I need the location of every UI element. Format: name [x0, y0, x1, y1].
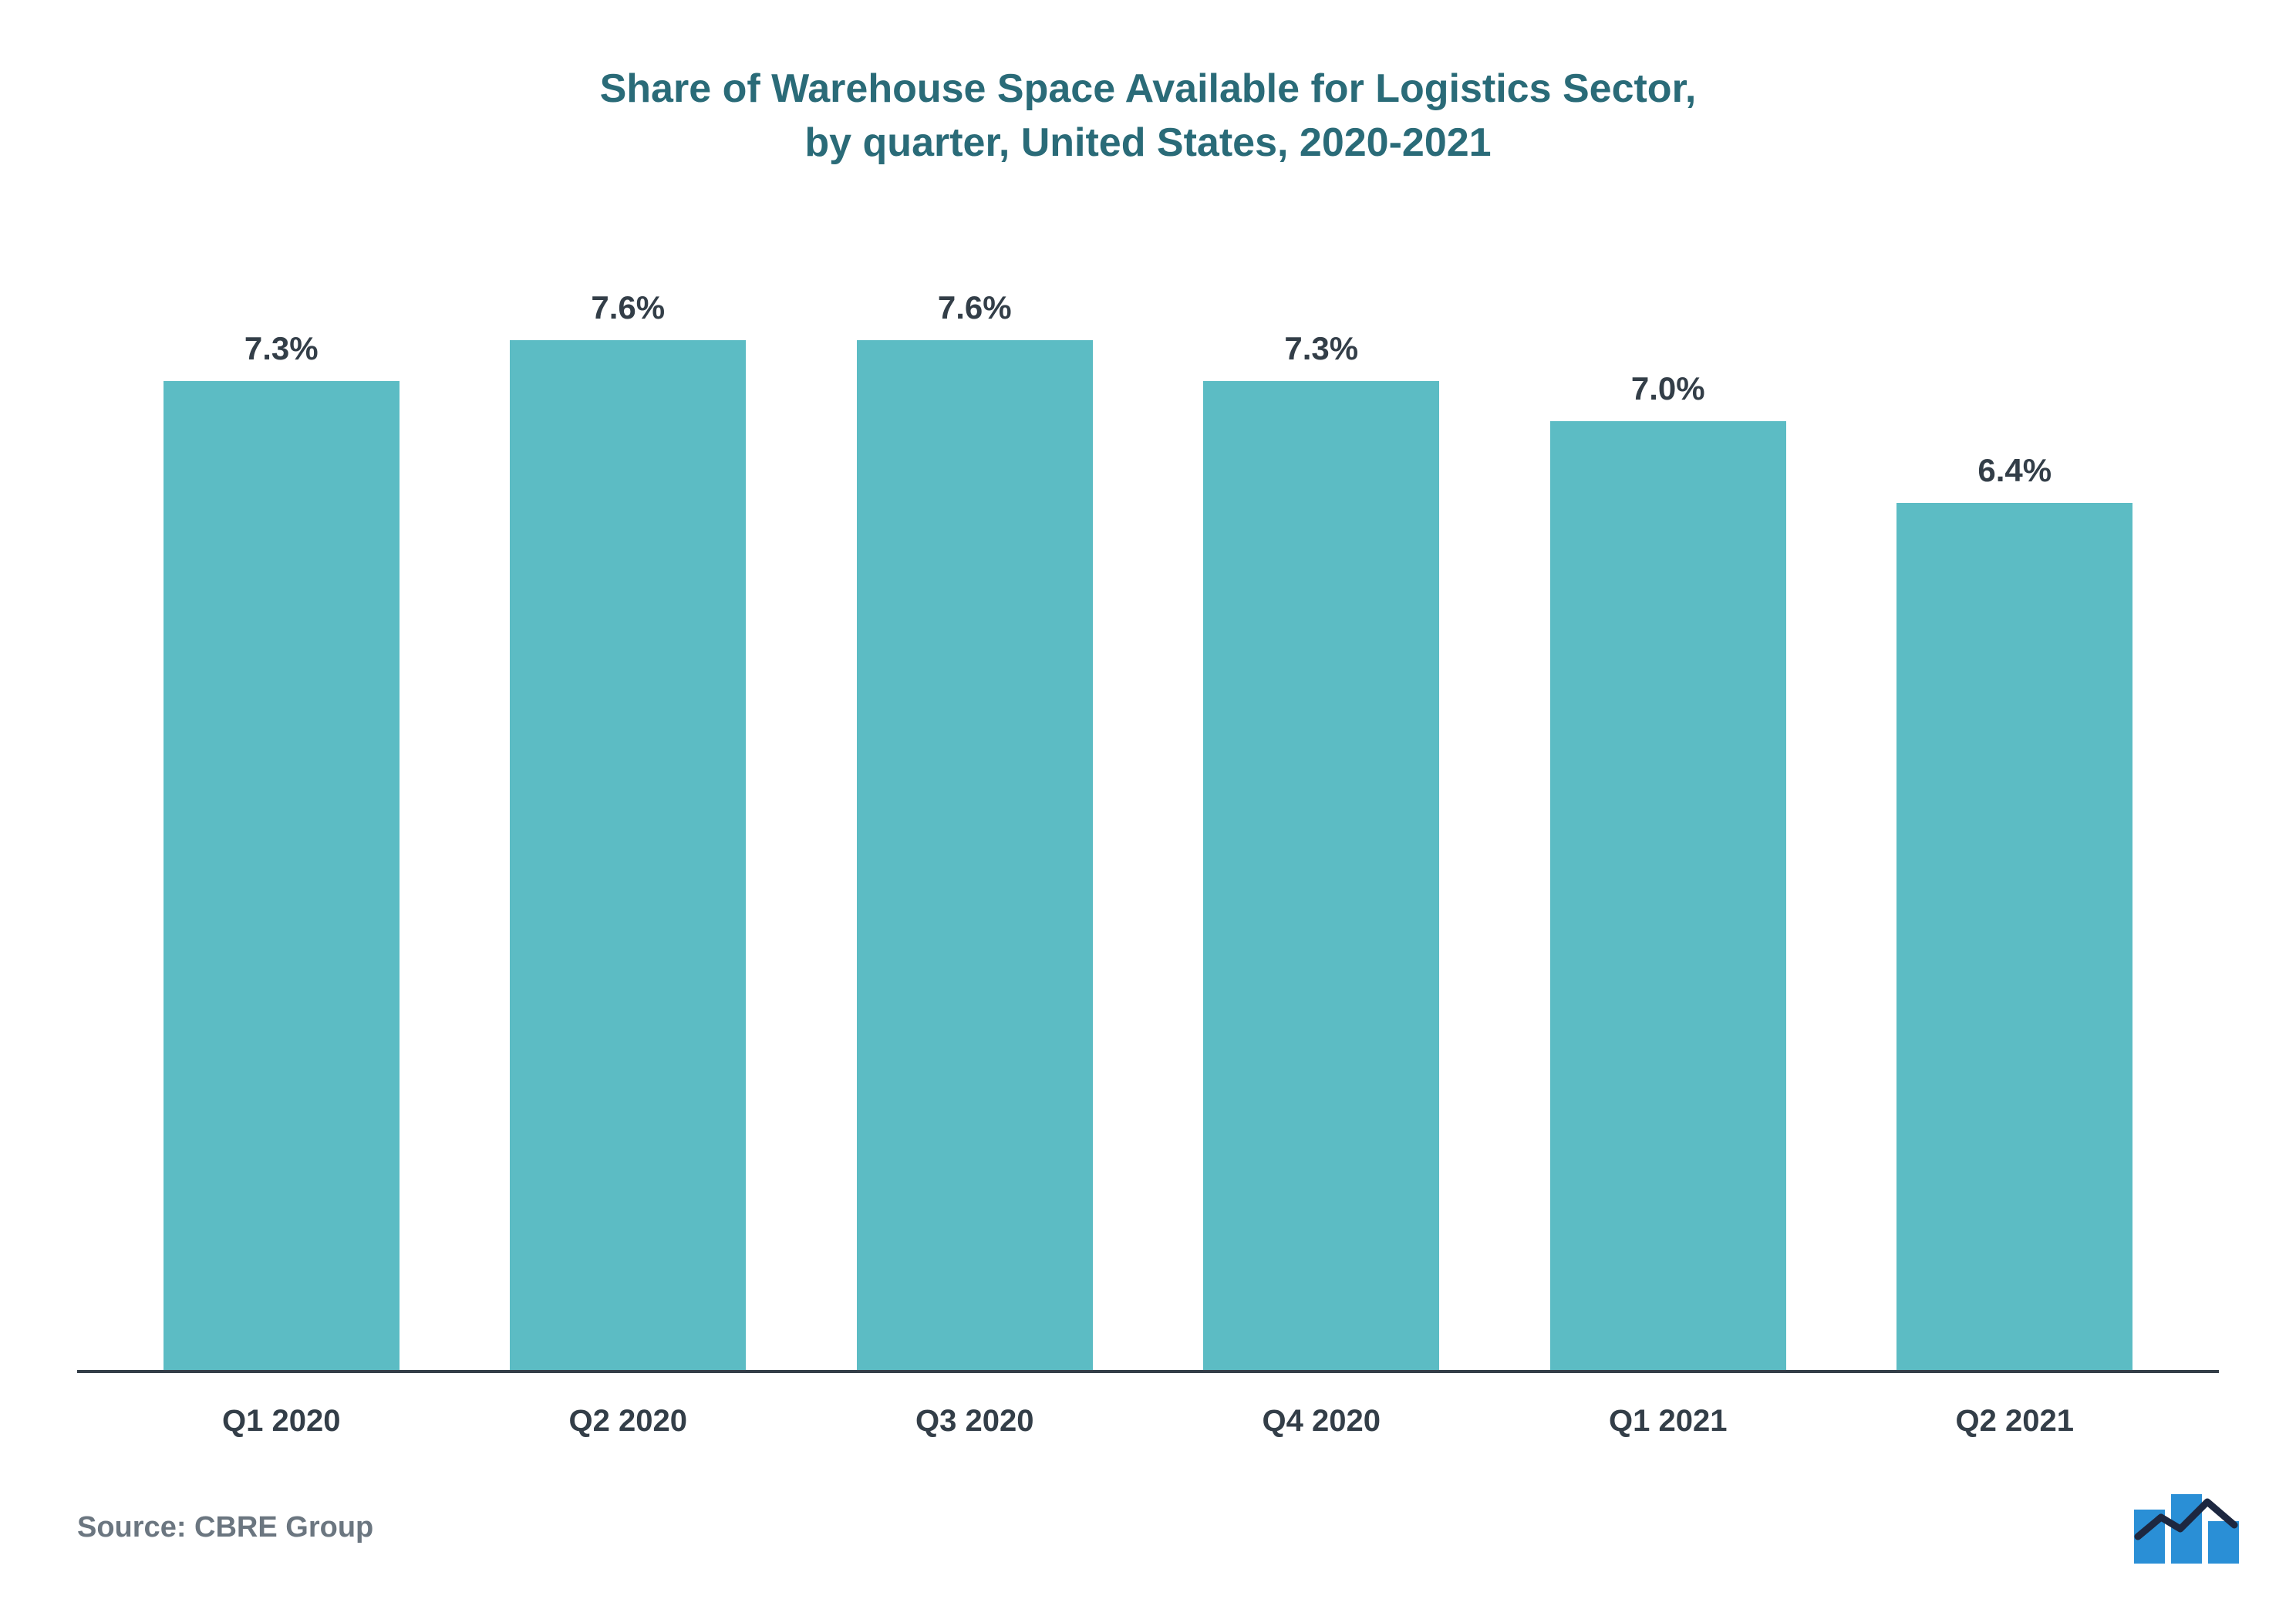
bar	[1203, 381, 1439, 1371]
bar-value-label: 7.0%	[1631, 370, 1705, 407]
bar	[510, 340, 746, 1370]
x-axis-label: Q2 2020	[455, 1404, 802, 1439]
x-axis-label: Q4 2020	[1148, 1404, 1495, 1439]
x-axis-labels: Q1 2020Q2 2020Q3 2020Q4 2020Q1 2021Q2 20…	[77, 1373, 2219, 1439]
bar	[1550, 421, 1786, 1370]
chart-title: Share of Warehouse Space Available for L…	[77, 62, 2219, 170]
x-axis-label: Q3 2020	[801, 1404, 1148, 1439]
bar-group: 7.3%	[108, 231, 455, 1370]
bar-value-label: 7.6%	[591, 289, 665, 326]
chart-container: Share of Warehouse Space Available for L…	[0, 0, 2296, 1606]
x-axis-label: Q1 2020	[108, 1404, 455, 1439]
bar-value-label: 7.3%	[244, 330, 319, 367]
bar	[857, 340, 1093, 1370]
x-axis-label: Q2 2021	[1842, 1404, 2189, 1439]
bar-value-label: 7.6%	[938, 289, 1012, 326]
bar-group: 7.3%	[1148, 231, 1495, 1370]
bar	[164, 381, 400, 1371]
chart-title-line1: Share of Warehouse Space Available for L…	[77, 62, 2219, 116]
plot-area: 7.3% 7.6% 7.6% 7.3% 7.0% 6.4%	[77, 231, 2219, 1373]
source-attribution: Source: CBRE Group	[77, 1511, 373, 1544]
chart-title-line2: by quarter, United States, 2020-2021	[77, 116, 2219, 170]
x-axis-label: Q1 2021	[1495, 1404, 1842, 1439]
bar	[1896, 503, 2132, 1371]
bar-group: 6.4%	[1842, 231, 2189, 1370]
bar-group: 7.0%	[1495, 231, 1842, 1370]
brand-logo	[2134, 1494, 2242, 1564]
bar-group: 7.6%	[455, 231, 802, 1370]
bar-group: 7.6%	[801, 231, 1148, 1370]
bar-value-label: 6.4%	[1977, 452, 2052, 489]
bar-value-label: 7.3%	[1284, 330, 1358, 367]
